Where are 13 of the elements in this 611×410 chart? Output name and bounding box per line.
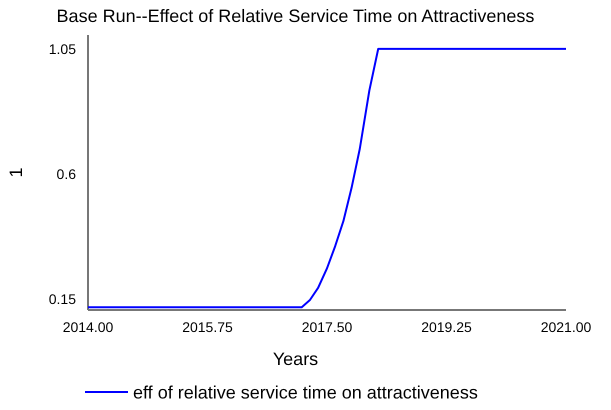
- line-series: [87, 48, 567, 308]
- legend-label: eff of relative service time on attractiveness: [133, 382, 478, 402]
- y-tick-label: 1.05: [48, 40, 76, 57]
- x-tick-label: 2019.25: [421, 319, 472, 335]
- chart-title: Base Run--Effect of Relative Service Time on Attractiveness: [56, 6, 534, 26]
- x-tick-label: 2021.00: [540, 319, 592, 335]
- y-tick-label: 0.15: [48, 290, 76, 307]
- x-tick-label: 2015.75: [182, 319, 234, 335]
- x-tick-label: 2014.00: [62, 319, 114, 335]
- y-tick-label: 0.6: [56, 166, 76, 182]
- y-axis-title: 1: [6, 167, 26, 178]
- x-tick-label: 2017.50: [302, 319, 353, 335]
- x-axis-title: Years: [272, 349, 318, 369]
